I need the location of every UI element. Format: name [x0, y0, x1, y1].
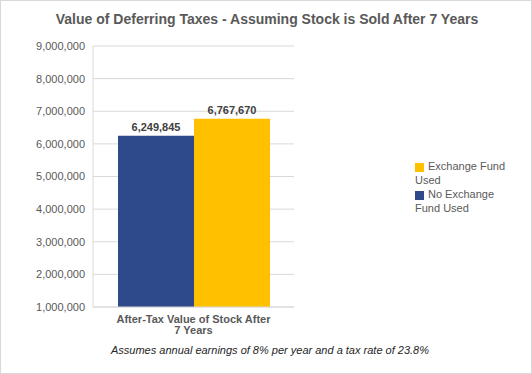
svg-text:6,249,845: 6,249,845 [132, 121, 181, 133]
html-text:Assumes annual earnings of 8%: Assumes annual earnings of 8% per year a… [111, 344, 429, 356]
svg-text:3,000,000: 3,000,000 [36, 236, 85, 248]
svg-text:After-Tax Value of Stock After: After-Tax Value of Stock After7 Years [116, 313, 271, 336]
html-text:Exchange Fund Used: Exchange Fund Used [415, 160, 506, 186]
svg-text:4,000,000: 4,000,000 [36, 203, 85, 215]
svg-text:7,000,000: 7,000,000 [36, 105, 85, 117]
svg-text:6,767,670: 6,767,670 [208, 104, 257, 116]
svg-text:9,000,000: 9,000,000 [36, 40, 85, 52]
svg-text:6,000,000: 6,000,000 [36, 138, 85, 150]
svg-text:8,000,000: 8,000,000 [36, 73, 85, 85]
html-text:Value of Deferring Taxes - Ass: Value of Deferring Taxes - Assuming Stoc… [55, 11, 479, 27]
svg-text:5,000,000: 5,000,000 [36, 170, 85, 182]
html-text:No Exchange Fund Used: No Exchange Fund Used [415, 188, 494, 214]
svg-text:2,000,000: 2,000,000 [36, 268, 85, 280]
svg-text:1,000,000: 1,000,000 [36, 301, 85, 313]
